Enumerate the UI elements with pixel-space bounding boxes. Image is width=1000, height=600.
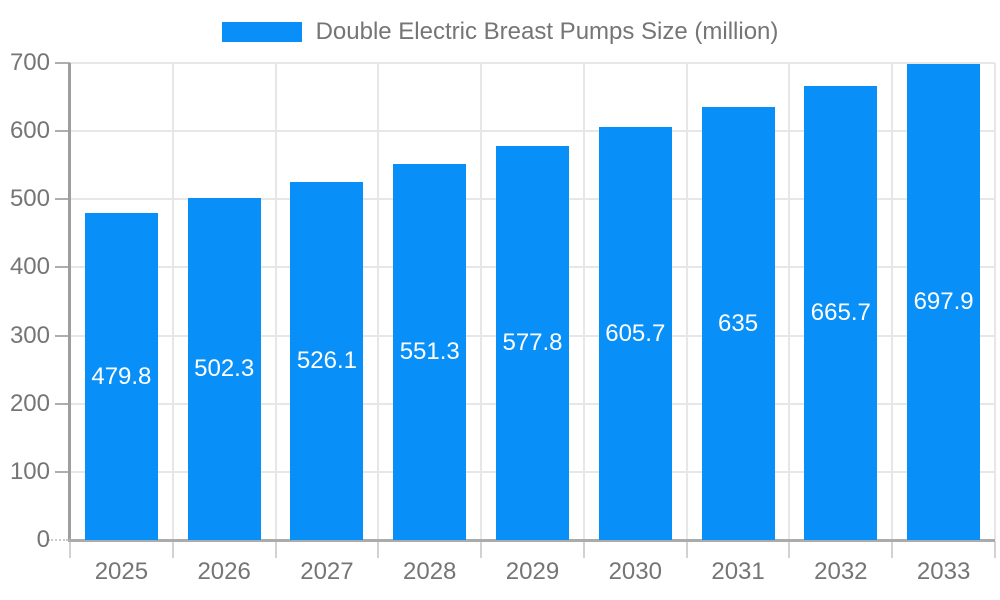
x-axis-label-2025: 2025: [94, 558, 149, 585]
bar-value-label: 605.7: [605, 319, 666, 347]
x-axis-tick: [788, 541, 791, 558]
vertical-gridline: [171, 63, 174, 540]
bar-2033[interactable]: [907, 64, 981, 540]
bar-value-label: 502.3: [194, 354, 255, 382]
legend-swatch-icon: [221, 22, 302, 42]
bar-2031[interactable]: [701, 107, 775, 540]
y-axis-tick-label: 200: [9, 389, 50, 417]
y-axis-tick: [55, 130, 70, 133]
y-axis-tick: [55, 402, 70, 405]
x-axis-tick: [480, 541, 483, 558]
horizontal-gridline: [70, 130, 995, 133]
bar-2030[interactable]: [598, 127, 672, 540]
bar-value-label: 577.8: [502, 329, 563, 357]
x-axis-tick: [69, 541, 71, 558]
vertical-gridline: [788, 63, 791, 540]
y-axis-tick-label: 500: [9, 185, 50, 213]
bar-value-label: 551.3: [399, 338, 460, 366]
x-axis-tick: [171, 541, 174, 558]
vertical-gridline: [891, 63, 894, 540]
y-axis-tick-label: 300: [9, 321, 50, 349]
y-axis-tick: [55, 470, 70, 473]
y-axis-tick-label: 700: [9, 49, 50, 76]
bar-value-label: 479.8: [91, 362, 152, 390]
x-axis-tick: [994, 541, 996, 558]
vertical-gridline: [480, 63, 483, 540]
bar-value-label: 526.1: [296, 346, 357, 374]
bar-2025[interactable]: [84, 213, 158, 540]
x-axis-label-2026: 2026: [197, 558, 251, 585]
y-axis-tick-label: 600: [9, 117, 50, 145]
x-axis-tick: [685, 541, 688, 558]
vertical-gridline: [685, 63, 688, 540]
chart-legend[interactable]: Double Electric Breast Pumps Size (milli…: [0, 18, 1000, 46]
y-axis-tick-label: 400: [9, 253, 50, 281]
bar-2029[interactable]: [496, 146, 569, 540]
y-axis-tick-label: 0: [36, 526, 50, 553]
y-axis-tick: [55, 62, 70, 64]
x-axis-label-2032: 2032: [814, 558, 868, 585]
bar-value-label: 665.7: [810, 299, 871, 327]
y-axis-tick: [55, 198, 70, 201]
x-axis-label-2028: 2028: [403, 558, 457, 585]
bar-2028[interactable]: [393, 164, 467, 540]
x-axis-tick: [582, 541, 585, 558]
x-axis-tick: [891, 541, 894, 558]
bar-value-label: 635: [718, 309, 759, 337]
vertical-gridline: [994, 63, 996, 540]
vertical-gridline: [377, 63, 380, 540]
x-axis-label-2029: 2029: [505, 558, 560, 585]
x-axis-tick: [274, 541, 277, 558]
y-axis-line: [68, 63, 71, 540]
x-axis-line: [68, 539, 995, 542]
legend-label: Double Electric Breast Pumps Size (milli…: [315, 18, 779, 45]
x-axis-label-2027: 2027: [300, 558, 354, 585]
vertical-gridline: [582, 63, 585, 540]
vertical-gridline: [274, 63, 277, 540]
y-axis-tick: [55, 266, 70, 269]
x-axis-label-2033: 2033: [916, 558, 971, 585]
horizontal-gridline: [70, 62, 995, 64]
bar-value-label: 697.9: [913, 288, 974, 316]
y-axis-tick: [55, 334, 70, 337]
x-axis-label-2030: 2030: [608, 558, 662, 585]
bar-2027[interactable]: [290, 181, 364, 540]
x-axis-tick: [377, 541, 380, 558]
y-axis-tick-zero: [48, 539, 68, 541]
bar-2026[interactable]: [187, 197, 261, 540]
x-axis-label-2031: 2031: [711, 558, 765, 585]
y-axis-tick-label: 100: [9, 457, 50, 485]
bar-2032[interactable]: [804, 86, 878, 540]
